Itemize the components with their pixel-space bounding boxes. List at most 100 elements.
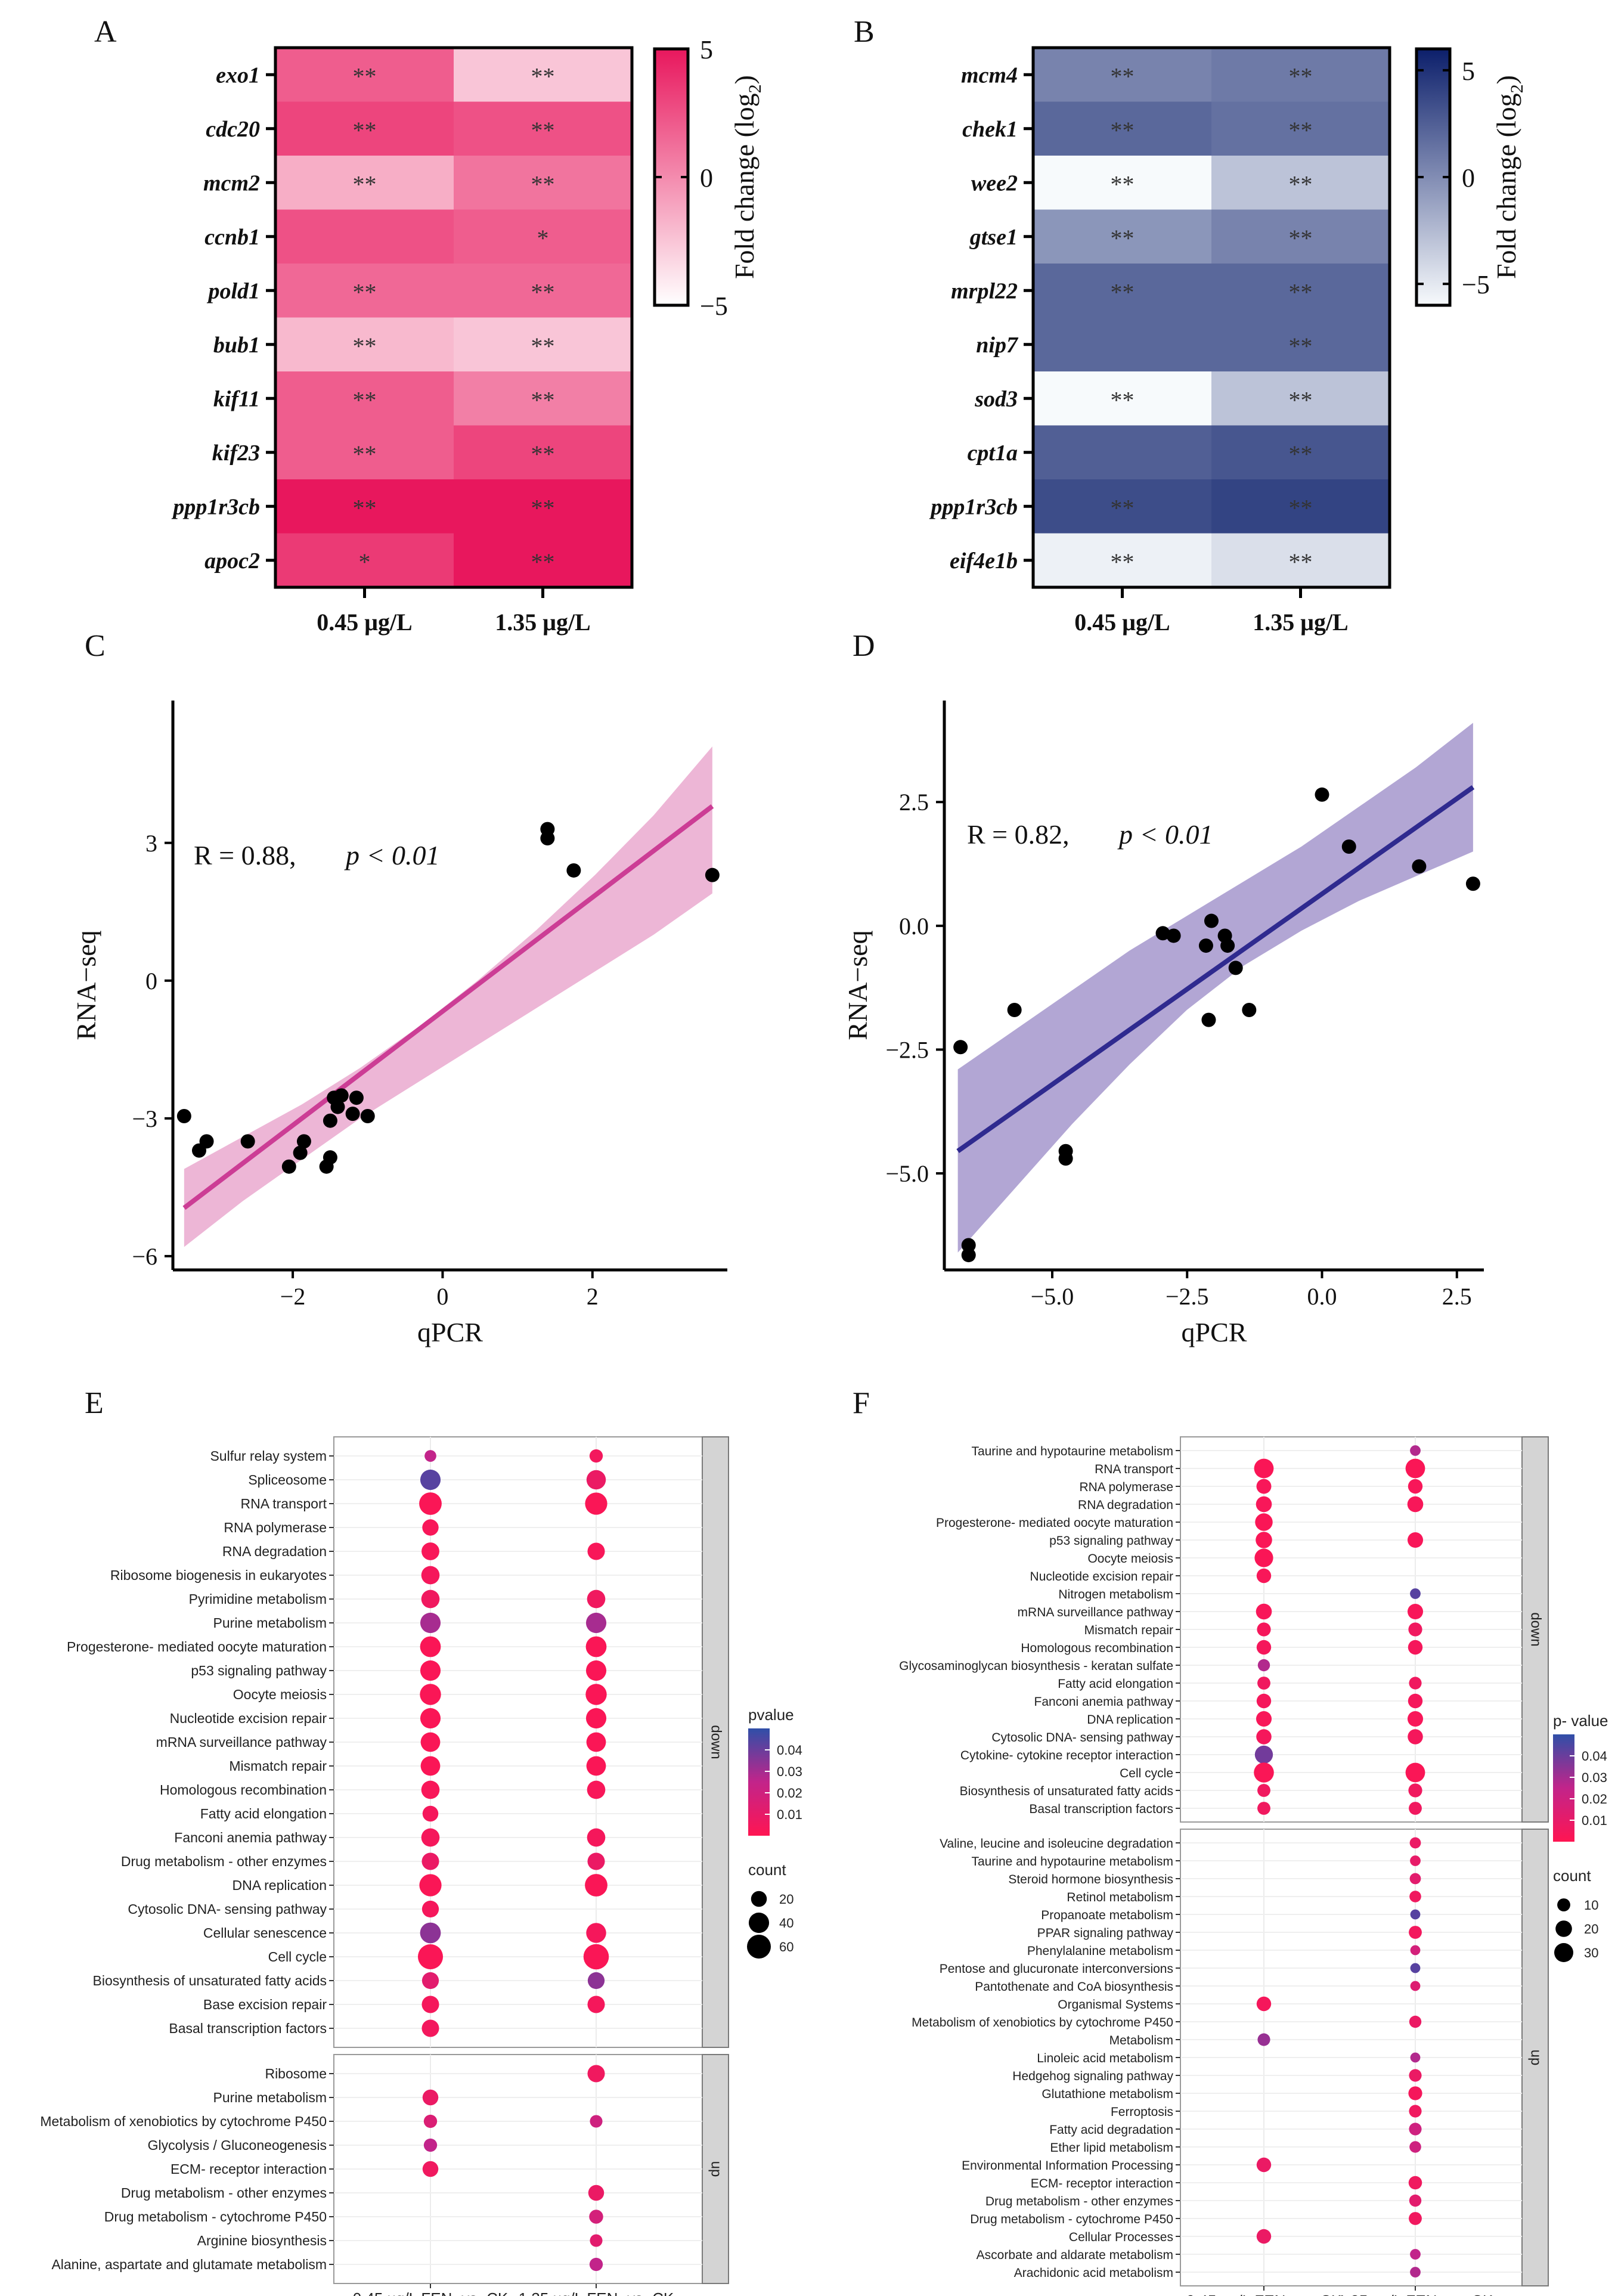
data-point	[953, 1040, 968, 1055]
heatmap-cell	[275, 317, 454, 372]
legend-colorbar-label: 0.04	[1582, 1749, 1607, 1764]
pathway-label: Fatty acid elongation	[1058, 1677, 1173, 1691]
column-label: 1.35 μg/L	[1253, 609, 1348, 636]
heatmap-cell	[1211, 209, 1390, 264]
enrichment-dot	[1408, 1479, 1423, 1494]
gene-label: chek1	[962, 117, 1018, 142]
colorbar-tick-label: 5	[1462, 57, 1475, 86]
gene-label: ppp1r3cb	[929, 494, 1018, 519]
enrichment-dot	[1409, 1926, 1422, 1939]
pathway-label: Cytosolic DNA- sensing pathway	[128, 1901, 327, 1917]
enrichment-dot	[587, 1828, 606, 1847]
enrichment-dot	[1256, 1568, 1272, 1584]
enrichment-dot	[1256, 1729, 1272, 1745]
heatmap-cell	[275, 533, 454, 588]
significance-star: **	[1111, 494, 1135, 521]
significance-star: **	[1289, 63, 1313, 89]
legend-size-label: 60	[779, 1939, 793, 1954]
significance-star: **	[353, 278, 377, 305]
correlation-p: p < 0.01	[344, 840, 440, 870]
significance-star: **	[353, 386, 377, 413]
data-point	[1315, 787, 1329, 802]
pathway-label: Purine metabolism	[213, 2090, 327, 2105]
heatmap-cell	[1211, 533, 1390, 588]
heatmap-cell	[275, 479, 454, 534]
pathway-label: Fatty acid degradation	[1049, 2123, 1173, 2137]
panel-label-b: B	[854, 15, 875, 49]
enrichment-dot	[1256, 1711, 1272, 1727]
enrichment-dot	[1407, 1711, 1424, 1727]
heatmap-cell	[1211, 425, 1390, 480]
data-point	[240, 1134, 255, 1149]
pathway-label: Homologous recombination	[1021, 1641, 1173, 1655]
pathway-label: Arachidonic acid metabolism	[1014, 2266, 1173, 2280]
legend-size-dot	[1554, 1943, 1573, 1962]
y-tick-label: −6	[132, 1243, 157, 1270]
enrichment-dot	[419, 1874, 442, 1897]
enrichment-dot	[1408, 1783, 1422, 1798]
enrichment-dot	[1407, 1532, 1424, 1548]
legend-size-dot	[747, 1935, 771, 1959]
enrichment-dot	[1256, 1693, 1272, 1709]
pathway-label: RNA transport	[1095, 1463, 1173, 1476]
enrichment-dot	[587, 1542, 605, 1560]
x-axis-label: qPCR	[1182, 1317, 1247, 1347]
pathway-label: Hedgehog signaling pathway	[1012, 2069, 1173, 2083]
enrichment-dot	[1409, 2069, 1422, 2082]
data-point	[1201, 1012, 1216, 1027]
facet-strip	[702, 1436, 729, 2048]
pathway-label: Fatty acid elongation	[200, 1806, 327, 1821]
significance-star: **	[531, 386, 555, 413]
data-point	[1204, 913, 1219, 928]
significance-star: **	[531, 441, 555, 467]
legend-size-label: 20	[779, 1892, 793, 1907]
enrichment-dot	[585, 1660, 607, 1681]
enrichment-dot	[421, 1542, 439, 1560]
heatmap-cell	[1211, 156, 1390, 210]
gene-label: bub1	[213, 333, 260, 358]
enrichment-dot	[1254, 1548, 1273, 1567]
data-point	[1412, 859, 1427, 874]
enrichment-dot	[421, 1828, 440, 1847]
x-tick-label: −2.5	[1166, 1283, 1209, 1310]
heatmap-cell	[454, 533, 633, 588]
pathway-label: Drug metabolism - other enzymes	[121, 1854, 327, 1869]
gene-label: ppp1r3cb	[171, 494, 260, 519]
heatmap-cell	[1211, 48, 1390, 102]
pathway-label: Steroid hormone biosynthesis	[1008, 1873, 1173, 1886]
enrichment-dot	[1256, 1640, 1272, 1655]
significance-star: **	[353, 171, 377, 197]
enrichment-dot	[1405, 1458, 1425, 1479]
pathway-label: Ribosome biogenesis in eukaryotes	[110, 1567, 327, 1583]
pathway-label: Progesterone- mediated oocyte maturation	[936, 1516, 1173, 1530]
heatmap-cell	[454, 479, 633, 534]
data-point	[1166, 928, 1181, 943]
pathway-label: DNA replication	[1087, 1713, 1173, 1727]
pathway-label: Oocyte meiosis	[1087, 1552, 1173, 1566]
significance-star: **	[531, 278, 555, 305]
legend-colorbar-label: 0.03	[777, 1764, 802, 1779]
significance-star: **	[1289, 117, 1313, 144]
correlation-p: p < 0.01	[1117, 819, 1213, 850]
data-point	[330, 1099, 345, 1114]
gene-label: sod3	[974, 386, 1018, 411]
enrichment-dot	[1410, 1855, 1421, 1866]
legend-colorbar	[1553, 1734, 1574, 1842]
enrichment-dot	[422, 2161, 439, 2177]
x-tick-label: 2.5	[1442, 1283, 1472, 1310]
gene-label: kif11	[213, 386, 260, 411]
enrichment-dot	[420, 1922, 441, 1944]
data-point	[961, 1238, 976, 1253]
enrichment-dot	[1409, 2123, 1422, 2136]
significance-star: **	[531, 117, 555, 144]
regression-line	[956, 785, 1475, 1153]
enrichment-dot	[1410, 1963, 1421, 1973]
gene-label: ccnb1	[204, 225, 260, 250]
enrichment-dot	[1408, 1640, 1423, 1655]
pathway-label: Metabolism of xenobiotics by cytochrome …	[40, 2114, 327, 2129]
colorbar-tick-label: −5	[1462, 270, 1490, 299]
data-point	[1465, 876, 1480, 891]
pathway-label: Fanconi anemia pathway	[174, 1830, 327, 1845]
data-point	[705, 867, 720, 882]
y-tick-label: 0	[145, 968, 157, 994]
